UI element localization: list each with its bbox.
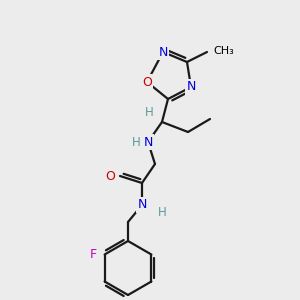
Text: CH₃: CH₃ [213, 46, 234, 56]
Text: H: H [145, 106, 153, 119]
Text: H: H [158, 206, 166, 218]
Text: N: N [158, 46, 168, 59]
Text: N: N [137, 199, 147, 212]
Text: O: O [142, 76, 152, 88]
Text: H: H [132, 136, 140, 148]
Text: N: N [143, 136, 153, 148]
Text: N: N [186, 80, 196, 94]
Text: F: F [89, 248, 97, 261]
Text: O: O [105, 169, 115, 182]
